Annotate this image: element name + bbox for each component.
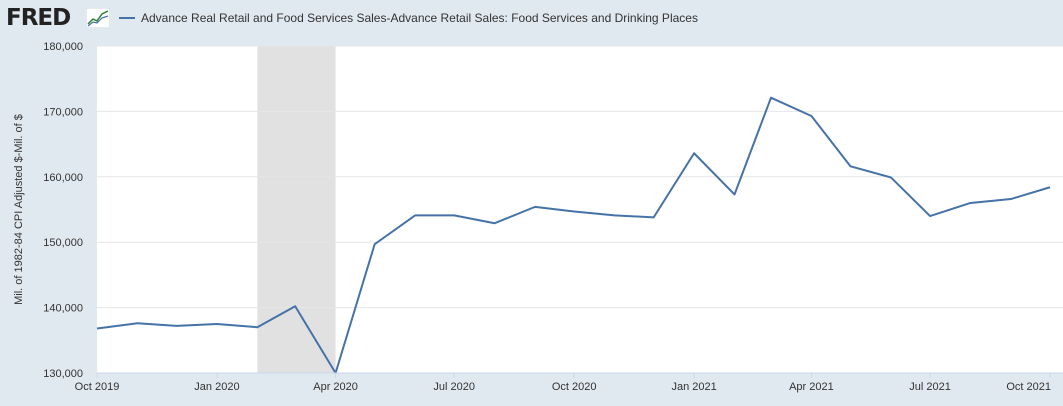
data-point[interactable] — [533, 205, 537, 209]
data-point[interactable] — [452, 213, 456, 217]
x-tick-label: Apr 2021 — [789, 381, 834, 393]
fred-logo[interactable]: FRED — [6, 5, 71, 31]
data-point[interactable] — [809, 114, 813, 118]
data-point[interactable] — [889, 175, 893, 179]
data-point[interactable] — [968, 201, 972, 205]
data-point[interactable] — [692, 151, 696, 155]
data-point[interactable] — [928, 214, 932, 218]
y-tick-label: 180,000 — [43, 41, 83, 53]
recession-shading-0 — [257, 46, 336, 373]
data-point[interactable] — [652, 215, 656, 219]
data-point[interactable] — [1048, 185, 1052, 189]
data-point[interactable] — [135, 321, 139, 325]
data-point[interactable] — [373, 242, 377, 246]
data-point[interactable] — [413, 213, 417, 217]
data-point[interactable] — [255, 325, 259, 329]
recession-shading-layer — [257, 46, 336, 373]
legend-swatch — [119, 17, 135, 19]
x-tick-label: Jan 2021 — [671, 381, 716, 393]
x-tick-label: Jul 2021 — [909, 381, 951, 393]
trend-line-icon — [86, 8, 110, 28]
legend[interactable]: Advance Real Retail and Food Services Sa… — [119, 10, 698, 26]
x-tick-label: Jan 2020 — [194, 381, 239, 393]
y-tick-label: 170,000 — [43, 106, 83, 118]
series-line[interactable] — [96, 96, 1051, 374]
chart-header: FRED Advance Real Retail and Food Servic… — [0, 0, 1063, 40]
x-tick-label: Apr 2020 — [313, 381, 358, 393]
x-axis: Oct 2019 Jan 2020 Apr 2020 Jul 2020 Oct 2020… — [75, 373, 1051, 393]
y-axis: 130,000 140,000 150,000 160,000 170,000 180,0… — [43, 41, 1063, 380]
plot-area — [97, 46, 1063, 373]
data-point[interactable] — [849, 164, 853, 168]
y-tick-label: 150,000 — [43, 237, 83, 249]
x-tick-label: Jul 2020 — [433, 381, 475, 393]
data-point[interactable] — [1009, 197, 1013, 201]
gridlines — [97, 45, 1063, 309]
data-point[interactable] — [613, 213, 617, 217]
data-point[interactable] — [769, 96, 773, 100]
x-tick-label: Oct 2021 — [1006, 381, 1051, 393]
legend-label: Advance Real Retail and Food Services Sa… — [141, 11, 698, 25]
y-tick-label: 130,000 — [43, 368, 83, 380]
data-point[interactable] — [175, 324, 179, 328]
x-tick-label: Oct 2020 — [552, 381, 597, 393]
data-point[interactable] — [493, 221, 497, 225]
data-point[interactable] — [215, 322, 219, 326]
data-point[interactable] — [293, 304, 297, 308]
data-point[interactable] — [572, 209, 576, 213]
data-point[interactable] — [733, 192, 737, 196]
series-layer — [95, 96, 1052, 374]
data-point[interactable] — [95, 327, 99, 331]
x-tick-label: Oct 2019 — [75, 381, 120, 393]
y-tick-label: 140,000 — [43, 303, 83, 315]
y-axis-title: Mil. of 1982-84 CPI Adjusted $-Mil. of $ — [13, 114, 25, 305]
y-tick-label: 160,000 — [43, 172, 83, 184]
